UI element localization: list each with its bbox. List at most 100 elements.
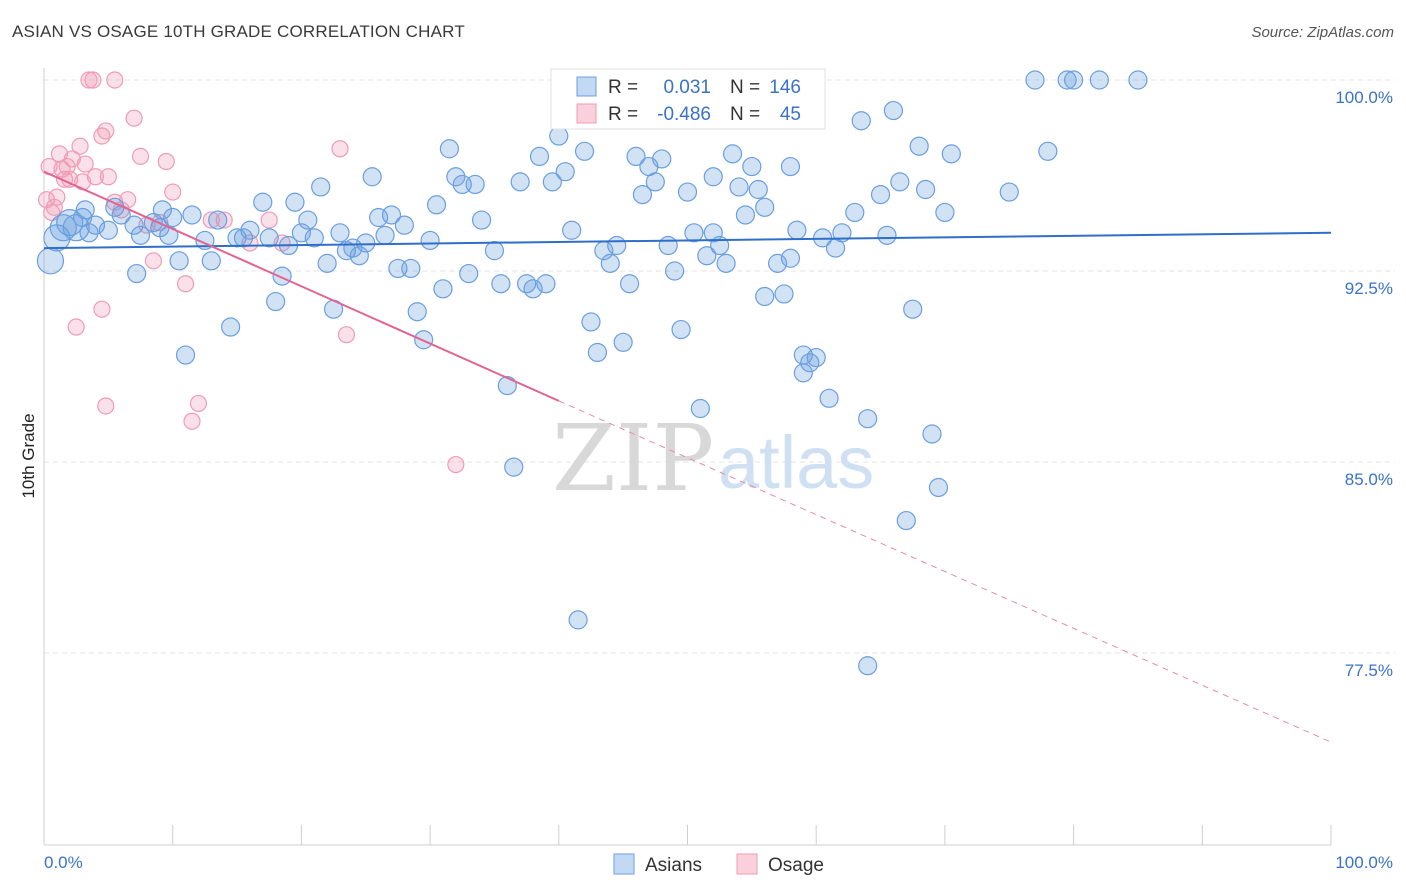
asian-point-63: [484, 241, 505, 261]
y-tick-labels: 77.5% 85.0% 92.5% 100.0%: [1335, 88, 1393, 680]
asian-point-50: [394, 215, 414, 235]
legend-asians-r-label: R =: [608, 77, 638, 98]
osage-point-10: [63, 150, 81, 168]
asian-point-139: [755, 197, 775, 217]
asian-point-90: [658, 235, 678, 256]
asian-point-54: [420, 230, 440, 251]
asian-point-38: [317, 253, 337, 273]
asian-point-55: [426, 195, 447, 215]
asian-point-71: [536, 274, 556, 294]
asian-point-122: [896, 510, 916, 531]
asian-point-60: [459, 263, 479, 284]
osage-point-40: [260, 211, 278, 229]
asian-trend-line: [43, 231, 1332, 250]
asian-point-92: [671, 319, 691, 340]
asian-point-94: [684, 223, 704, 243]
asian-point-78: [581, 312, 601, 332]
asian-point-75: [562, 220, 582, 240]
asian-point-22: [201, 251, 221, 271]
asian-point-128: [935, 202, 955, 223]
asian-point-16: [152, 200, 173, 220]
asian-point-77: [574, 141, 595, 161]
asian-point-100: [722, 144, 743, 164]
chart-title: ASIAN VS OSAGE 10TH GRADE CORRELATION CH…: [12, 22, 465, 41]
y-axis-label: 10th Grade: [19, 413, 38, 498]
asian-point-104: [748, 179, 768, 200]
asian-point-18: [169, 251, 189, 271]
asian-point-31: [272, 266, 292, 286]
asian-point-141: [793, 363, 813, 383]
asian-point-73: [549, 126, 569, 146]
asian-point-115: [832, 223, 852, 243]
watermark: ZIP atlas: [552, 405, 874, 512]
osage-point-15: [80, 71, 98, 89]
legend-osage-r: -0.486: [657, 104, 711, 125]
asian-point-124: [909, 136, 929, 156]
x-tick-max: 100.0%: [1335, 853, 1393, 872]
asian-point-121: [883, 100, 904, 121]
asian-point-13: [130, 225, 151, 245]
legend-asians-r: 0.031: [663, 77, 711, 98]
asian-point-36: [304, 228, 324, 248]
y-tick-label-1: 85.0%: [1345, 470, 1393, 489]
asian-point-111: [800, 353, 820, 373]
asian-point-132: [1025, 70, 1045, 90]
osage-point-3: [45, 198, 63, 216]
asian-point-40: [330, 223, 350, 243]
trend-lines: [43, 170, 1332, 743]
asian-point-44: [356, 233, 376, 253]
osage-point-17: [86, 168, 105, 186]
asian-point-145: [75, 200, 95, 220]
osage-point-27: [125, 109, 143, 127]
legend-swatch-osage: [576, 103, 597, 124]
osage-point-38: [215, 211, 233, 229]
asian-point-70: [529, 146, 550, 166]
asian-point-125: [915, 179, 936, 200]
asian-point-105: [755, 286, 775, 307]
asian-point-136: [1089, 70, 1109, 90]
asian-point-140: [780, 248, 801, 268]
asian-point-130: [858, 656, 878, 676]
asian-point-47: [375, 225, 395, 245]
asian-point-74: [555, 162, 575, 182]
asian-point-117: [851, 111, 871, 131]
osage-point-34: [176, 275, 195, 293]
asian-point-97: [703, 167, 723, 187]
osage-point-16: [84, 71, 102, 89]
asian-points: [36, 70, 1148, 676]
asian-point-61: [465, 174, 485, 195]
asian-point-120: [877, 225, 897, 245]
y-tick-label-3: 100.0%: [1335, 88, 1393, 107]
asian-point-67: [510, 172, 530, 192]
asian-point-102: [735, 205, 756, 225]
asian-point-81: [600, 253, 620, 273]
asian-point-4: [62, 214, 90, 242]
legend-bottom-swatch-osage: [736, 853, 758, 875]
asian-point-96: [697, 246, 717, 266]
asian-point-101: [729, 177, 749, 197]
osage-point-20: [93, 300, 111, 318]
legend-bottom-osage: Osage: [768, 855, 824, 876]
asian-point-107: [774, 284, 794, 304]
osage-point-43: [337, 326, 356, 344]
y-tick-label-0: 77.5%: [1345, 661, 1393, 680]
asian-point-8: [98, 220, 118, 240]
asian-point-37: [311, 177, 331, 197]
osage-point-11: [67, 318, 85, 336]
asian-point-127: [928, 477, 949, 498]
asian-point-82: [607, 235, 627, 256]
asian-point-28: [253, 192, 273, 212]
asian-point-95: [690, 398, 710, 419]
asian-point-20: [182, 205, 202, 225]
asian-point-88: [645, 172, 665, 192]
osage-point-12: [71, 137, 89, 155]
asian-point-119: [870, 185, 891, 205]
asian-point-72: [542, 172, 562, 192]
asian-point-68: [517, 274, 537, 294]
asian-point-143: [890, 172, 910, 192]
osage-point-32: [157, 152, 175, 171]
asian-point-6: [79, 223, 99, 243]
asian-point-7: [85, 215, 106, 235]
asian-point-89: [652, 149, 672, 169]
